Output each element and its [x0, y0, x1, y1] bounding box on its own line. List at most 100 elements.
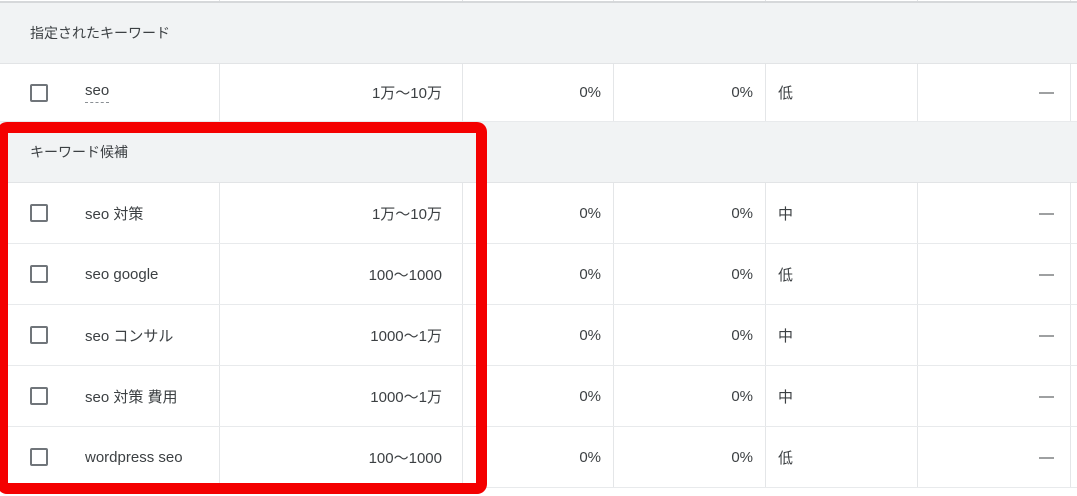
table-top-sliver: [0, 0, 1077, 3]
change-pct-value: 0%: [579, 84, 601, 101]
keyword-label: seo google: [85, 265, 159, 283]
dash-value: —: [1039, 448, 1054, 466]
dash-cell: —: [918, 64, 1071, 121]
search-volume-cell: 1000〜1万: [220, 366, 463, 426]
stub-cell: [1071, 64, 1077, 121]
competition-value: 中: [778, 327, 794, 345]
change-pct-value: 0%: [731, 265, 753, 283]
change-pct-value: 0%: [579, 204, 601, 222]
table-row: seo google 100〜1000 0% 0% 低 —: [0, 244, 1077, 305]
dash-cell: —: [918, 244, 1071, 304]
table-row: wordpress seo 100〜1000 0% 0% 低 —: [0, 427, 1077, 488]
keyword-cell: seo: [0, 64, 220, 121]
change-pct-value: 0%: [579, 448, 601, 466]
stub-cell: [1071, 427, 1077, 487]
section-header-specified-keywords: 指定されたキーワード: [0, 3, 1077, 64]
keyword-cell: seo 対策 費用: [0, 366, 220, 426]
change-pct-value: 0%: [579, 387, 601, 405]
search-volume-value: 1000〜1万: [370, 388, 442, 406]
sliver-cell: [918, 0, 1071, 1]
change-pct-cell-1: 0%: [463, 183, 614, 243]
dash-value: —: [1039, 204, 1054, 222]
competition-cell: 低: [766, 244, 918, 304]
keyword-cell: wordpress seo: [0, 427, 220, 487]
stub-cell: [1071, 183, 1077, 243]
keyword-label: seo コンサル: [85, 327, 174, 345]
stub-cell: [1071, 305, 1077, 365]
change-pct-cell-1: 0%: [463, 366, 614, 426]
change-pct-cell-1: 0%: [463, 244, 614, 304]
search-volume-value: 1万〜10万: [371, 85, 442, 102]
change-pct-cell-2: 0%: [614, 244, 766, 304]
change-pct-cell-1: 0%: [463, 427, 614, 487]
sliver-cell: [0, 0, 220, 1]
dash-cell: —: [918, 366, 1071, 426]
keyword-label: seo 対策 費用: [85, 388, 178, 406]
change-pct-cell-2: 0%: [614, 183, 766, 243]
row-checkbox[interactable]: [30, 83, 48, 102]
row-checkbox[interactable]: [30, 326, 48, 344]
search-volume-cell: 100〜1000: [220, 427, 463, 487]
competition-value: 低: [778, 449, 794, 467]
search-volume-cell: 1万〜10万: [220, 183, 463, 243]
stub-cell: [1071, 366, 1077, 426]
keyword-label: wordpress seo: [85, 448, 183, 466]
dash-value: —: [1039, 265, 1054, 283]
search-volume-value: 1万〜10万: [371, 205, 442, 223]
search-volume-value: 100〜1000: [368, 449, 442, 467]
table-row: seo 1万〜10万 0% 0% 低 —: [0, 64, 1077, 122]
competition-cell: 中: [766, 305, 918, 365]
section-header-keyword-ideas: キーワード候補: [0, 122, 1077, 183]
search-volume-value: 100〜1000: [368, 266, 442, 284]
keyword-cell: seo コンサル: [0, 305, 220, 365]
sliver-cell: [463, 0, 614, 1]
change-pct-cell-2: 0%: [614, 427, 766, 487]
stub-cell: [1071, 244, 1077, 304]
competition-cell: 中: [766, 183, 918, 243]
sliver-cell: [766, 0, 918, 1]
dash-value: —: [1039, 387, 1054, 405]
change-pct-cell-1: 0%: [463, 305, 614, 365]
keyword-label: seo 対策: [85, 205, 144, 223]
change-pct-value: 0%: [731, 204, 753, 222]
table-row: seo 対策 1万〜10万 0% 0% 中 —: [0, 183, 1077, 244]
competition-value: 中: [778, 388, 794, 406]
section-header-label: キーワード候補: [30, 144, 128, 160]
row-checkbox[interactable]: [30, 204, 48, 222]
change-pct-value: 0%: [579, 265, 601, 283]
change-pct-value: 0%: [731, 387, 753, 405]
change-pct-value: 0%: [579, 326, 601, 344]
search-volume-cell: 100〜1000: [220, 244, 463, 304]
keyword-cell: seo google: [0, 244, 220, 304]
competition-value: 低: [778, 266, 794, 284]
competition-cell: 低: [766, 427, 918, 487]
keyword-cell: seo 対策: [0, 183, 220, 243]
change-pct-cell-2: 0%: [614, 366, 766, 426]
change-pct-cell-2: 0%: [614, 305, 766, 365]
sliver-cell: [220, 0, 463, 1]
row-checkbox[interactable]: [30, 448, 48, 466]
row-checkbox[interactable]: [30, 265, 48, 283]
competition-value: 中: [778, 205, 794, 223]
keyword-label: seo: [85, 82, 110, 103]
search-volume-cell: 1000〜1万: [220, 305, 463, 365]
change-pct-cell-2: 0%: [614, 64, 766, 121]
dash-value: —: [1039, 84, 1054, 101]
row-checkbox[interactable]: [30, 387, 48, 405]
change-pct-value: 0%: [731, 84, 753, 101]
competition-cell: 中: [766, 366, 918, 426]
competition-value: 低: [778, 85, 794, 102]
change-pct-cell-1: 0%: [463, 64, 614, 121]
change-pct-value: 0%: [731, 326, 753, 344]
dash-value: —: [1039, 326, 1054, 344]
search-volume-cell: 1万〜10万: [220, 64, 463, 121]
search-volume-value: 1000〜1万: [370, 327, 442, 345]
table-row: seo 対策 費用 1000〜1万 0% 0% 中 —: [0, 366, 1077, 427]
change-pct-value: 0%: [731, 448, 753, 466]
dash-cell: —: [918, 183, 1071, 243]
table-row: seo コンサル 1000〜1万 0% 0% 中 —: [0, 305, 1077, 366]
dash-cell: —: [918, 305, 1071, 365]
sliver-cell: [1071, 0, 1077, 1]
dash-cell: —: [918, 427, 1071, 487]
